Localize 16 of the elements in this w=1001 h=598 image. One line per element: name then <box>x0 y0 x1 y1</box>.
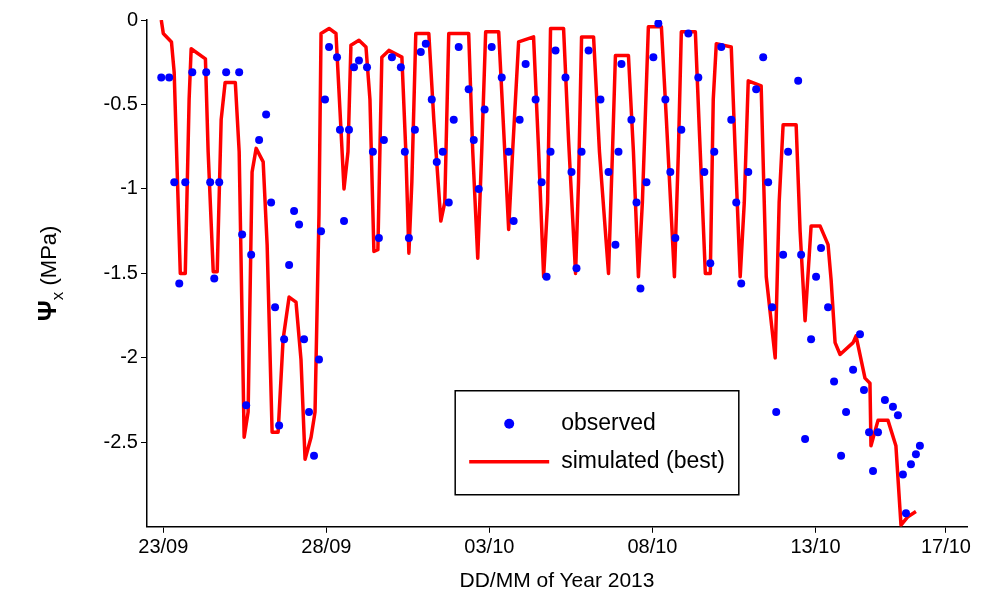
y-tick-label: -0.5 <box>103 91 138 114</box>
y-tick-label: -2.5 <box>103 429 138 452</box>
y-tick-label: -2 <box>120 345 138 368</box>
legend-label: simulated (best) <box>561 447 725 474</box>
x-tick-label: 23/09 <box>138 535 189 558</box>
x-axis-title: DD/MM of Year 2013 <box>459 568 655 592</box>
y-axis-title: Ψx (MPa) <box>32 225 67 322</box>
y-tick-label: -1 <box>120 176 138 199</box>
x-tick-label: 13/10 <box>790 535 841 558</box>
x-tick-label: 17/10 <box>920 535 971 558</box>
y-tick-label: 0 <box>126 7 138 30</box>
x-tick-label: 08/10 <box>627 535 678 558</box>
legend-label: observed <box>561 409 656 436</box>
x-tick-label: 28/09 <box>301 535 352 558</box>
y-tick-label: -1.5 <box>103 260 138 283</box>
x-tick-label: 03/10 <box>464 535 515 558</box>
